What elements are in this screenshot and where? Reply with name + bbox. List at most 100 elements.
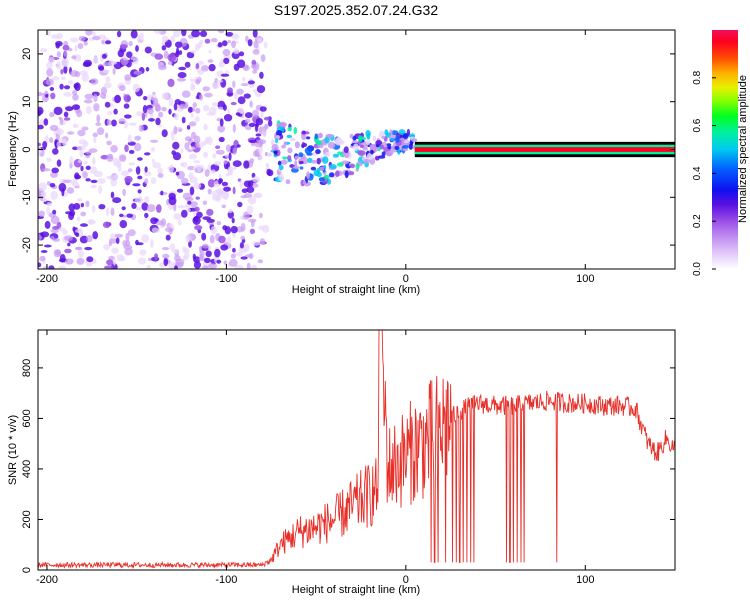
noise-blob [120,170,130,177]
noise-blob [63,41,69,46]
noise-blob [201,65,209,72]
signal-blob [357,135,363,143]
noise-blob [141,234,150,243]
noise-blob [51,76,60,81]
signal-blob [337,151,343,155]
noise-blob [82,171,88,179]
signal-blob [266,168,272,176]
noise-blob [202,151,209,158]
noise-blob [124,144,129,153]
signal-blob [287,126,293,132]
noise-blob [81,144,86,151]
signal-blob [285,179,291,185]
noise-blob [79,235,89,244]
noise-blob [79,149,84,158]
noise-blob [192,253,196,260]
noise-blob [218,61,226,68]
figure-title: S197.2025.352.07.24.G32 [274,2,438,18]
noise-blob [250,64,257,69]
noise-blob [69,156,74,165]
noise-blob [237,59,246,68]
noise-blob [243,243,250,252]
noise-blob [208,49,212,54]
noise-blob [43,118,49,126]
noise-blob [46,206,50,215]
noise-blob [238,51,245,57]
noise-blob [188,153,197,160]
noise-blob [144,46,152,54]
noise-blob [110,207,115,216]
noise-blob [108,241,112,247]
colorbar-gradient [712,30,738,269]
noise-blob [109,233,117,240]
spectrogram-y-tick-label: -10 [21,189,33,205]
noise-blob [175,50,180,57]
noise-blob [247,196,257,205]
noise-blob [228,258,238,267]
noise-blob [45,78,54,86]
noise-blob [220,73,230,77]
noise-blob [145,67,150,72]
noise-blob [69,210,76,217]
noise-blob [80,165,84,172]
noise-blob [72,93,79,101]
noise-blob [157,167,163,175]
noise-blob [38,142,42,147]
noise-blob [152,97,159,106]
noise-blob [132,56,139,64]
signal-blob [283,141,288,146]
noise-blob [113,174,119,180]
noise-blob [189,146,196,150]
noise-blob [47,56,55,64]
noise-blob [53,106,63,116]
noise-blob [168,97,174,107]
noise-blob [181,116,186,124]
noise-blob [251,183,259,188]
noise-blob [181,209,188,218]
noise-blob [247,39,253,47]
noise-blob [222,40,228,47]
noise-blob [248,252,254,260]
noise-blob [99,34,106,39]
noise-blob [127,134,132,143]
noise-blob [227,87,233,94]
noise-blob [189,176,198,184]
noise-blob [42,141,48,149]
noise-blob [38,262,42,268]
noise-blob [78,159,82,164]
signal-blob [372,135,377,142]
signal-blob [266,152,273,157]
noise-blob [75,232,80,238]
noise-blob [193,216,199,223]
signal-blob [366,139,371,145]
noise-blob [249,83,254,89]
noise-blob [181,90,191,98]
noise-blob [128,122,137,126]
noise-blob [127,168,133,173]
noise-blob [48,265,55,269]
signal-blob [301,130,306,135]
noise-blob [161,106,167,112]
noise-blob [223,260,227,265]
noise-blob [151,227,159,233]
noise-blob [201,232,207,241]
noise-blob [121,206,126,211]
snr-y-tick-label: 200 [21,510,33,528]
noise-blob [173,113,179,121]
noise-blob [252,176,261,183]
noise-blob [245,35,249,43]
noise-blob [135,166,141,175]
noise-blob [254,192,263,199]
noise-blob [116,254,124,262]
noise-blob [106,119,112,126]
signal-blob [326,134,333,138]
noise-blob [178,50,183,55]
signal-blob [384,129,389,136]
noise-blob [211,102,219,107]
noise-blob [38,182,47,191]
spectrogram-y-tick-label: -20 [21,237,33,253]
noise-blob [74,229,82,233]
noise-blob [206,112,215,116]
noise-blob [91,205,96,213]
noise-blob [240,256,248,260]
